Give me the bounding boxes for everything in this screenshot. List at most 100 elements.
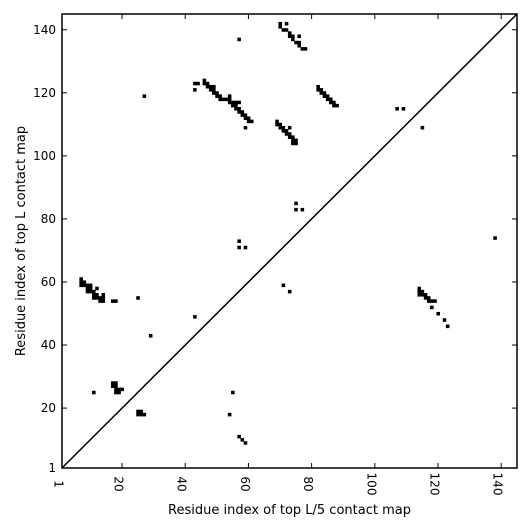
x-tick-label: 1 — [52, 480, 66, 488]
top-l-contact-point — [212, 84, 216, 89]
top-l-contact-point — [294, 207, 298, 212]
top-l-contact-point — [234, 100, 238, 105]
top-l-contact-point — [284, 129, 289, 133]
top-l-contact-point — [287, 135, 292, 139]
top-l5-contact-point — [85, 286, 90, 291]
top-l-contact-point — [297, 34, 301, 39]
top-l5-contact-point — [417, 289, 422, 294]
x-axis: 1 20 40 60 80 100 120 140 — [52, 14, 505, 495]
top-l-contact-point — [237, 37, 241, 42]
top-l-contact-point — [243, 245, 248, 250]
top-l5-contact-point — [85, 283, 90, 288]
y-tick-label: 1 — [48, 461, 56, 475]
top-l-contact-point — [401, 107, 406, 111]
top-l5-contact-point — [423, 296, 428, 300]
top-l5-contact-point — [117, 390, 121, 395]
top-l-contact-point — [243, 125, 248, 130]
top-l5-contact-point — [420, 289, 425, 294]
y-tick-label: 140 — [33, 23, 56, 37]
top-l5-contact-point — [445, 324, 450, 329]
y-axis-label: Residue index of top L contact map — [14, 126, 29, 356]
top-l-contact-point — [294, 141, 298, 146]
top-l-contact-point — [205, 84, 210, 89]
top-l5-contact-point — [136, 409, 140, 414]
top-l-contact-point — [294, 201, 298, 206]
top-l5-contact-point — [92, 390, 96, 395]
top-l-contact-point — [246, 119, 251, 124]
top-l-contact-point — [332, 100, 336, 105]
top-l5-contact-point — [237, 434, 241, 439]
top-l-contact-point — [227, 100, 232, 105]
top-l5-contact-point — [420, 293, 425, 297]
top-l-contact-point — [287, 34, 292, 39]
top-l-contact-point — [297, 40, 301, 45]
top-l5-contact-point — [79, 283, 83, 288]
y-tick-label: 40 — [41, 338, 56, 352]
diagonal-line — [61, 13, 518, 469]
top-l-contact-point — [237, 239, 241, 243]
top-l-contact-point — [291, 135, 295, 139]
top-l-contact-point — [243, 116, 248, 121]
top-l-contact-point — [212, 88, 216, 92]
top-l5-contact-point — [139, 409, 143, 414]
top-l5-contact-point — [281, 283, 286, 288]
top-l5-contact-point — [430, 299, 434, 303]
top-l5-contact-point — [82, 283, 87, 288]
top-l5-contact-point — [426, 299, 431, 303]
top-l-contact-point — [237, 100, 241, 105]
x-tick-label: 120 — [428, 473, 442, 496]
top-l-contact-point — [193, 81, 197, 86]
top-l-contact-point — [291, 34, 295, 39]
top-l-contact-point — [294, 40, 298, 45]
top-l5-contact-point — [417, 286, 422, 291]
top-l-contact-point — [319, 91, 324, 95]
top-l5-contact-point — [243, 441, 248, 445]
top-l-contact-point — [287, 132, 292, 136]
top-l-contact-point — [224, 97, 229, 102]
x-tick-label: 40 — [175, 476, 189, 491]
top-l5-contact-point — [88, 283, 93, 288]
top-l5-contact-point — [98, 299, 102, 303]
top-l5-contact-point — [136, 412, 140, 417]
x-tick-label: 140 — [491, 473, 505, 496]
x-tick-label: 20 — [112, 476, 126, 491]
top-l-contact-point — [208, 88, 213, 92]
top-l5-contact-point — [85, 289, 90, 294]
top-l-contact-point — [297, 43, 301, 48]
top-l-contact-point — [202, 78, 207, 83]
top-l-contact-point — [246, 116, 251, 121]
top-l-contact-point — [328, 97, 333, 102]
top-l-contact-point — [300, 207, 305, 212]
top-l5-contact-point — [423, 293, 428, 297]
top-l-contact-point — [234, 103, 238, 108]
top-l5-contact-point — [79, 280, 83, 284]
top-l-contact-point — [275, 119, 279, 124]
top-l-contact-point — [281, 28, 286, 32]
top-l-contact-point — [332, 103, 336, 108]
top-l-contact-point — [208, 84, 213, 89]
top-l-contact-point — [250, 119, 254, 124]
top-l-contact-point — [303, 47, 308, 51]
top-l-contact-point — [221, 97, 226, 102]
top-l-contact-point — [291, 138, 295, 143]
top-l5-contact-point — [114, 384, 118, 389]
top-l-contact-point — [281, 129, 286, 133]
y-tick-label: 120 — [33, 86, 56, 100]
top-l5-contact-point — [110, 384, 115, 389]
top-l-contact-point — [240, 113, 245, 117]
top-l-contact-point — [202, 81, 207, 86]
top-l-contact-point — [275, 122, 279, 127]
top-l5-contact-point — [95, 296, 99, 300]
top-l5-contact-point — [120, 387, 125, 392]
top-l-contact-point — [291, 37, 295, 42]
top-l-contact-point — [395, 107, 399, 111]
top-l-contact-point — [231, 103, 235, 108]
top-l5-contact-point — [101, 296, 106, 300]
top-l-contact-point — [205, 81, 210, 86]
top-l-contact-point — [278, 25, 283, 29]
top-l-contact-point — [278, 125, 283, 130]
top-l5-contact-point — [101, 299, 106, 303]
top-l-contact-point — [328, 100, 333, 105]
top-l5-contact-point — [114, 381, 118, 385]
